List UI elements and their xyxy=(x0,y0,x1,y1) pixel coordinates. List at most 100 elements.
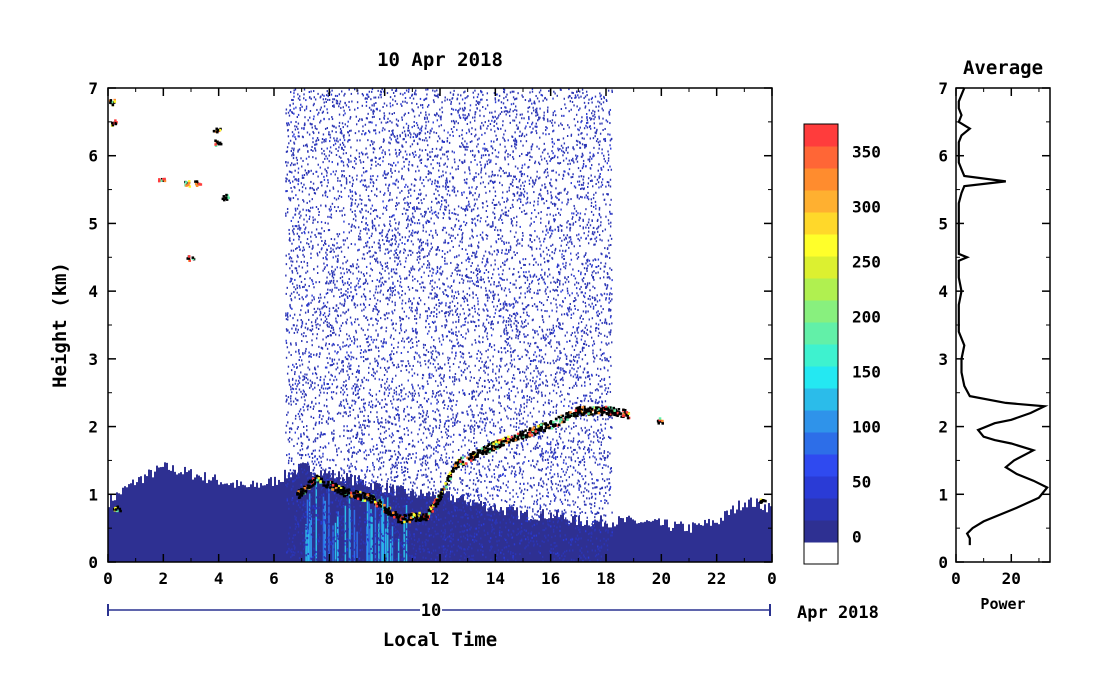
noise-speckle xyxy=(342,149,345,152)
boundary-layer-column xyxy=(272,485,274,562)
noise-speckle xyxy=(538,147,540,150)
noise-speckle xyxy=(433,101,435,104)
noise-speckle xyxy=(352,166,354,169)
boundary-layer-column xyxy=(242,484,244,562)
noise-speckle xyxy=(355,115,358,118)
noise-speckle xyxy=(493,120,496,123)
noise-speckle xyxy=(579,413,581,416)
noise-speckle xyxy=(399,281,402,284)
noise-speckle xyxy=(293,313,296,316)
noise-speckle xyxy=(562,174,565,177)
noise-speckle xyxy=(415,179,417,182)
boundary-layer-column xyxy=(140,476,142,562)
noise-speckle xyxy=(546,213,548,216)
noise-speckle xyxy=(577,440,579,443)
noise-speckle xyxy=(294,382,297,385)
noise-speckle xyxy=(427,467,430,470)
noise-speckle xyxy=(559,529,561,532)
noise-speckle xyxy=(493,268,495,271)
noise-speckle xyxy=(468,114,470,117)
noise-speckle xyxy=(370,547,372,550)
noise-speckle xyxy=(551,383,554,386)
noise-speckle xyxy=(546,494,548,497)
noise-speckle xyxy=(535,109,538,112)
noise-speckle xyxy=(310,515,313,518)
noise-speckle xyxy=(327,166,329,169)
noise-speckle xyxy=(390,163,392,166)
noise-speckle xyxy=(302,514,304,517)
noise-speckle xyxy=(503,88,506,91)
noise-speckle xyxy=(595,140,598,143)
noise-speckle xyxy=(528,285,530,288)
boundary-layer-column xyxy=(724,511,726,562)
noise-speckle xyxy=(480,493,482,496)
noise-speckle xyxy=(578,233,580,236)
noise-speckle xyxy=(577,377,580,380)
noise-speckle xyxy=(601,178,604,181)
noise-speckle xyxy=(354,402,356,405)
noise-speckle xyxy=(544,129,547,132)
noise-speckle xyxy=(358,279,360,282)
noise-speckle xyxy=(330,250,333,253)
boundary-layer-column xyxy=(676,524,678,562)
boundary-layer-column xyxy=(668,527,670,562)
noise-speckle xyxy=(504,206,507,209)
noise-speckle xyxy=(541,184,543,187)
noise-speckle xyxy=(360,202,363,205)
noise-speckle xyxy=(319,446,322,449)
noise-speckle xyxy=(361,548,363,551)
noise-speckle xyxy=(387,478,389,481)
noise-speckle xyxy=(535,132,538,135)
noise-speckle xyxy=(440,383,442,386)
boundary-layer-column xyxy=(690,532,692,562)
noise-speckle xyxy=(607,239,610,242)
noise-speckle xyxy=(299,453,301,456)
noise-speckle xyxy=(495,241,498,244)
noise-speckle xyxy=(393,253,395,256)
noise-speckle xyxy=(521,389,523,392)
noise-speckle xyxy=(484,185,486,188)
noise-speckle xyxy=(471,140,473,143)
noise-speckle xyxy=(522,448,524,451)
noise-speckle xyxy=(436,463,438,466)
noise-speckle xyxy=(475,250,478,253)
noise-speckle xyxy=(460,304,462,307)
noise-speckle xyxy=(472,291,474,294)
boundary-layer-column xyxy=(604,522,606,562)
noise-speckle xyxy=(332,328,335,331)
noise-speckle xyxy=(430,346,432,349)
noise-speckle xyxy=(549,120,551,123)
noise-speckle xyxy=(577,167,580,170)
boundary-layer-column xyxy=(232,482,234,562)
noise-speckle xyxy=(559,535,562,538)
noise-speckle xyxy=(304,373,306,376)
noise-speckle xyxy=(304,228,306,231)
boundary-layer-column xyxy=(554,515,556,562)
noise-speckle xyxy=(494,204,497,207)
noise-speckle xyxy=(489,359,491,362)
noise-speckle xyxy=(427,547,429,550)
noise-speckle xyxy=(294,478,296,481)
noise-speckle xyxy=(521,117,523,120)
noise-speckle xyxy=(298,375,300,378)
noise-speckle xyxy=(602,165,605,168)
boundary-layer-column xyxy=(210,480,212,562)
noise-speckle xyxy=(537,484,540,487)
boundary-layer-column xyxy=(410,490,412,562)
noise-speckle xyxy=(299,449,301,452)
noise-speckle xyxy=(451,290,454,293)
noise-speckle xyxy=(510,533,512,536)
noise-speckle xyxy=(587,539,589,542)
noise-speckle xyxy=(317,139,320,142)
noise-speckle xyxy=(549,227,552,230)
boundary-layer-column xyxy=(584,524,586,562)
noise-speckle xyxy=(518,414,521,417)
noise-speckle xyxy=(566,135,569,138)
noise-speckle xyxy=(365,298,367,301)
noise-speckle xyxy=(397,186,399,189)
noise-speckle xyxy=(285,312,287,315)
noise-speckle xyxy=(398,332,401,335)
noise-speckle xyxy=(594,486,596,489)
noise-speckle xyxy=(589,456,591,459)
boundary-layer-column xyxy=(474,502,476,562)
